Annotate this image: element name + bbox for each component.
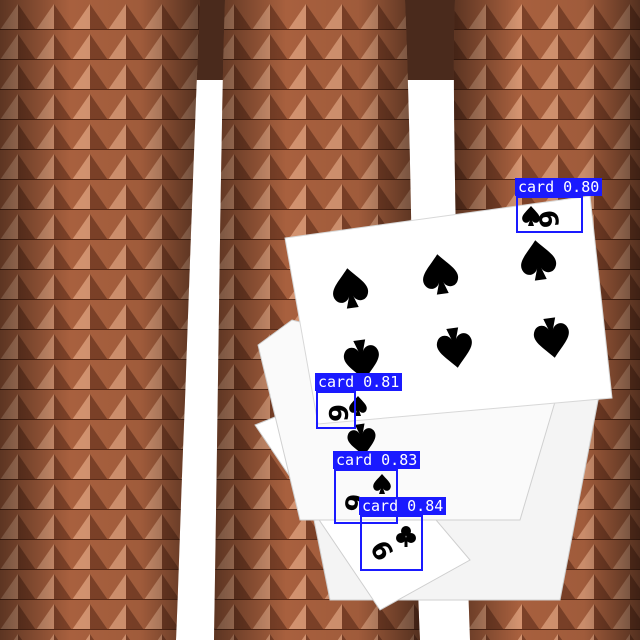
svg-text:9: 9 bbox=[535, 208, 566, 229]
spade-pips bbox=[333, 240, 569, 456]
spade-pip bbox=[436, 327, 472, 368]
wooden-column-left bbox=[0, 0, 200, 640]
spade-pip bbox=[347, 423, 376, 456]
corner-index-spade bbox=[349, 396, 367, 416]
corner-index-front: 9 bbox=[535, 208, 566, 229]
corner-index-spade bbox=[522, 206, 540, 226]
spade-pip bbox=[521, 240, 557, 281]
spade-pip bbox=[423, 254, 459, 295]
card-corner-indices: 9 9 9 9 bbox=[325, 206, 566, 565]
corner-index-card2: 9 bbox=[325, 404, 355, 422]
corner-index-club bbox=[396, 526, 416, 547]
spade-pip bbox=[343, 339, 379, 380]
spade-pip bbox=[533, 317, 569, 358]
corner-index-spade bbox=[373, 474, 391, 494]
spade-pip bbox=[333, 268, 369, 309]
svg-text:9: 9 bbox=[325, 404, 355, 422]
